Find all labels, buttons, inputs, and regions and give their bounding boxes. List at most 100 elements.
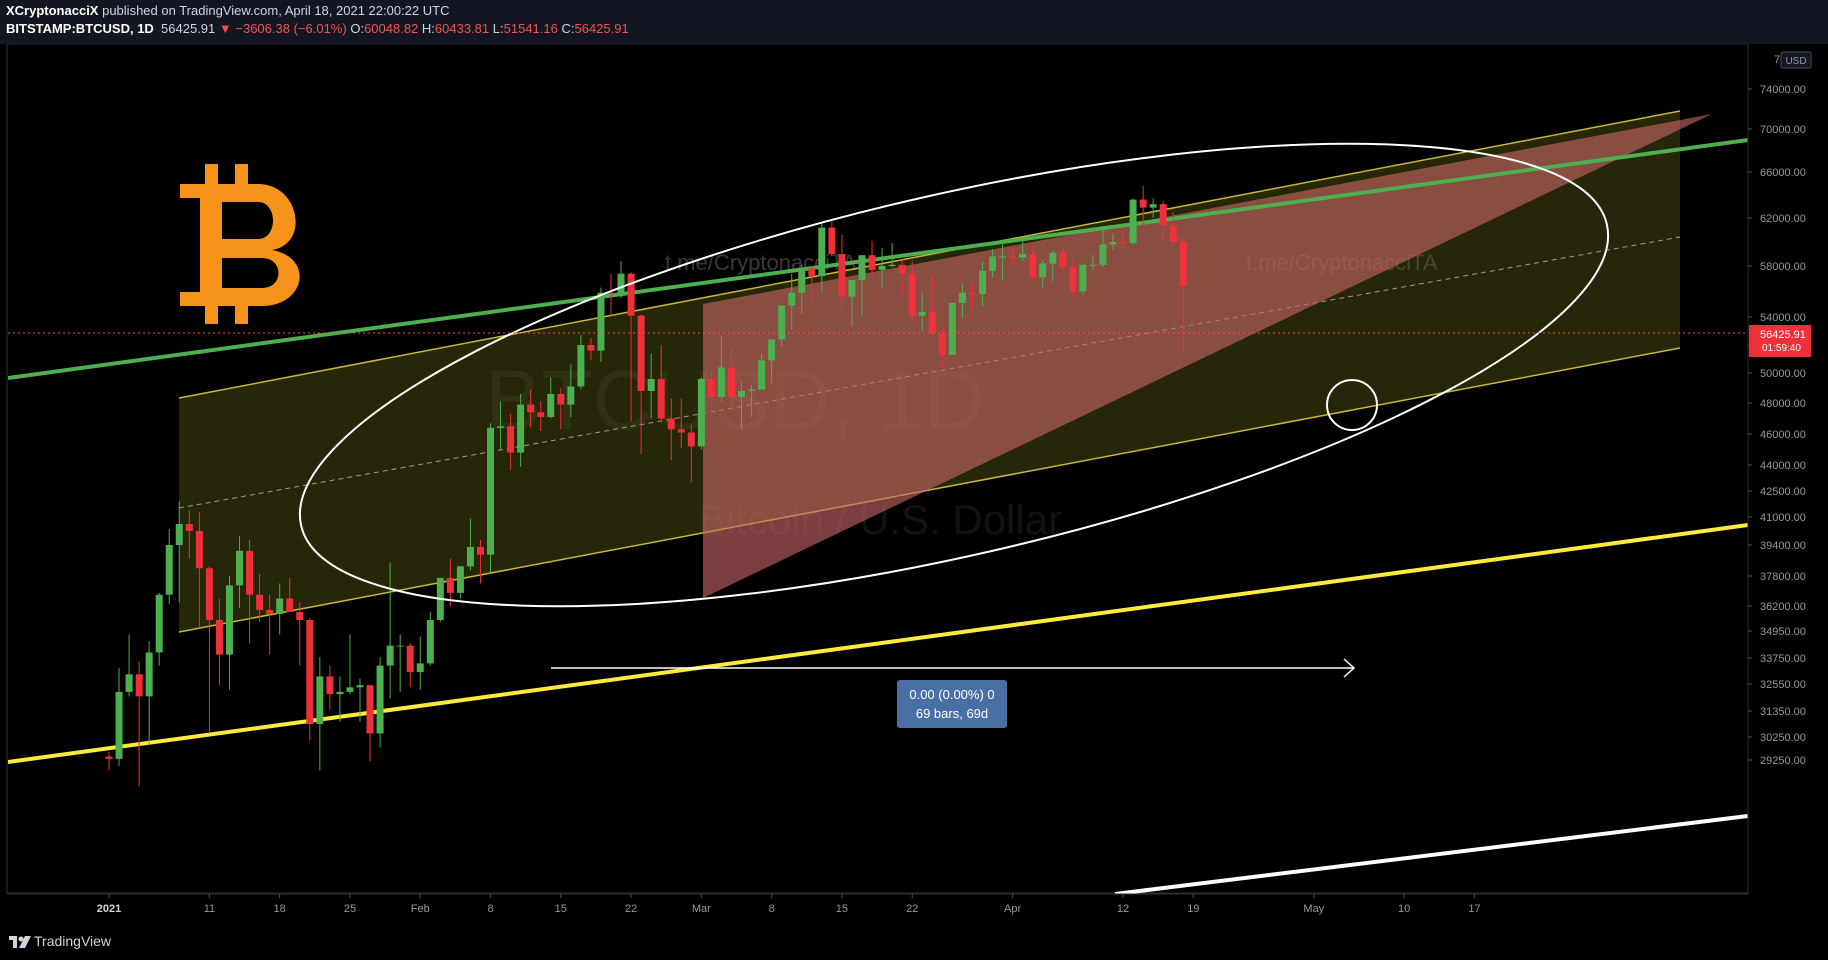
candle-body[interactable] [326, 676, 334, 695]
candle-body[interactable] [828, 227, 836, 254]
candle-body[interactable] [336, 691, 344, 695]
candle-body[interactable] [938, 333, 946, 355]
wick-circle[interactable] [1326, 379, 1378, 431]
rising-wedge-triangle[interactable] [703, 114, 1712, 598]
candle-body[interactable] [105, 756, 113, 759]
candle-body[interactable] [547, 394, 555, 417]
measure-box[interactable]: 0.00 (0.00%) 0 69 bars, 69d [897, 680, 1007, 728]
candle-body[interactable] [1179, 241, 1187, 287]
candle-body[interactable] [878, 266, 886, 270]
candle-body[interactable] [557, 394, 565, 405]
candle-body[interactable] [346, 687, 354, 692]
candle-body[interactable] [838, 254, 846, 297]
candle-body[interactable] [798, 268, 806, 293]
candle-body[interactable] [697, 379, 705, 447]
yellow-support-line[interactable] [8, 523, 1748, 764]
candle-body[interactable] [205, 568, 213, 620]
candle-body[interactable] [898, 264, 906, 274]
candle-body[interactable] [1129, 199, 1137, 244]
candle-body[interactable] [446, 577, 454, 593]
candle-body[interactable] [1049, 252, 1057, 264]
candle-body[interactable] [175, 524, 183, 545]
candle-body[interactable] [627, 273, 635, 316]
candle-body[interactable] [115, 691, 123, 759]
candle-body[interactable] [978, 271, 986, 295]
candle-body[interactable] [778, 305, 786, 340]
candle-body[interactable] [145, 652, 153, 697]
candle-body[interactable] [918, 311, 926, 316]
tradingview-brand[interactable]: TradingView [34, 933, 112, 949]
candle-body[interactable] [507, 426, 515, 453]
candle-body[interactable] [1039, 263, 1047, 278]
symbol-label[interactable]: BITSTAMP:BTCUSD, 1D [6, 21, 154, 36]
candle-body[interactable] [758, 360, 766, 390]
candle-body[interactable] [376, 665, 384, 734]
candle-body[interactable] [738, 391, 746, 397]
candle-body[interactable] [577, 345, 585, 387]
candle-body[interactable] [256, 594, 264, 610]
candle-body[interactable] [748, 389, 756, 392]
candle-body[interactable] [858, 255, 866, 281]
candle-body[interactable] [246, 550, 254, 595]
candle-body[interactable] [788, 292, 796, 306]
channel-median-line[interactable] [178, 236, 1681, 509]
green-trendline[interactable] [8, 138, 1748, 380]
candle-body[interactable] [968, 292, 976, 295]
candle-body[interactable] [497, 426, 505, 428]
candle-body[interactable] [1119, 242, 1127, 244]
candle-body[interactable] [868, 255, 876, 270]
candle-body[interactable] [587, 345, 595, 351]
candle-body[interactable] [306, 620, 314, 724]
candle-body[interactable] [647, 379, 655, 391]
candle-body[interactable] [727, 367, 735, 397]
candle-body[interactable] [416, 663, 424, 673]
candle-body[interactable] [1109, 242, 1117, 245]
candle-body[interactable] [215, 620, 223, 655]
price-chart[interactable]: BTCUSD, 1D Bitcoin / U.S. Dollar t.me/Cr… [0, 44, 1828, 924]
channel-upper-line[interactable] [178, 110, 1681, 399]
candle-body[interactable] [607, 292, 615, 295]
price-axis[interactable]: 78 USD 74000.0070000.0066000.0062000.005… [1747, 44, 1828, 924]
candle-body[interactable] [1159, 204, 1167, 226]
candle-body[interactable] [707, 379, 715, 397]
candle-body[interactable] [316, 676, 324, 724]
candle-body[interactable] [386, 645, 394, 666]
candle-body[interactable] [597, 292, 605, 351]
candle-body[interactable] [1139, 199, 1147, 208]
candle-body[interactable] [928, 311, 936, 334]
candle-body[interactable] [466, 546, 474, 567]
candle-body[interactable] [195, 531, 203, 569]
candle-body[interactable] [717, 367, 725, 397]
candle-body[interactable] [356, 685, 364, 688]
candle-body[interactable] [1029, 254, 1037, 278]
candle-body[interactable] [657, 379, 665, 419]
candle-body[interactable] [567, 386, 575, 405]
candle-body[interactable] [456, 566, 464, 593]
candle-body[interactable] [276, 598, 284, 615]
candle-body[interactable] [667, 418, 675, 430]
author-name[interactable]: XCryptonacciX [6, 3, 99, 18]
candle-body[interactable] [1099, 244, 1107, 265]
candle-body[interactable] [908, 273, 916, 316]
candle-body[interactable] [165, 545, 173, 595]
candle-body[interactable] [808, 268, 816, 277]
candle-body[interactable] [296, 612, 304, 620]
candle-body[interactable] [848, 280, 856, 297]
candle-body[interactable] [366, 685, 374, 734]
candle-body[interactable] [406, 645, 414, 673]
candle-body[interactable] [1009, 256, 1017, 258]
tradingview-logo-icon[interactable] [8, 932, 32, 952]
candle-body[interactable] [286, 598, 294, 613]
candle-body[interactable] [617, 273, 625, 295]
candle-body[interactable] [135, 674, 143, 697]
white-trendline[interactable] [1114, 814, 1748, 894]
candle-body[interactable] [487, 427, 495, 555]
candle-body[interactable] [1169, 225, 1177, 242]
channel-lower-line[interactable] [178, 347, 1681, 633]
candle-body[interactable] [1059, 252, 1067, 268]
candle-body[interactable] [1019, 254, 1027, 258]
candle-body[interactable] [768, 339, 776, 361]
candle-body[interactable] [677, 429, 685, 433]
candle-body[interactable] [125, 674, 133, 692]
candle-body[interactable] [1149, 204, 1157, 208]
